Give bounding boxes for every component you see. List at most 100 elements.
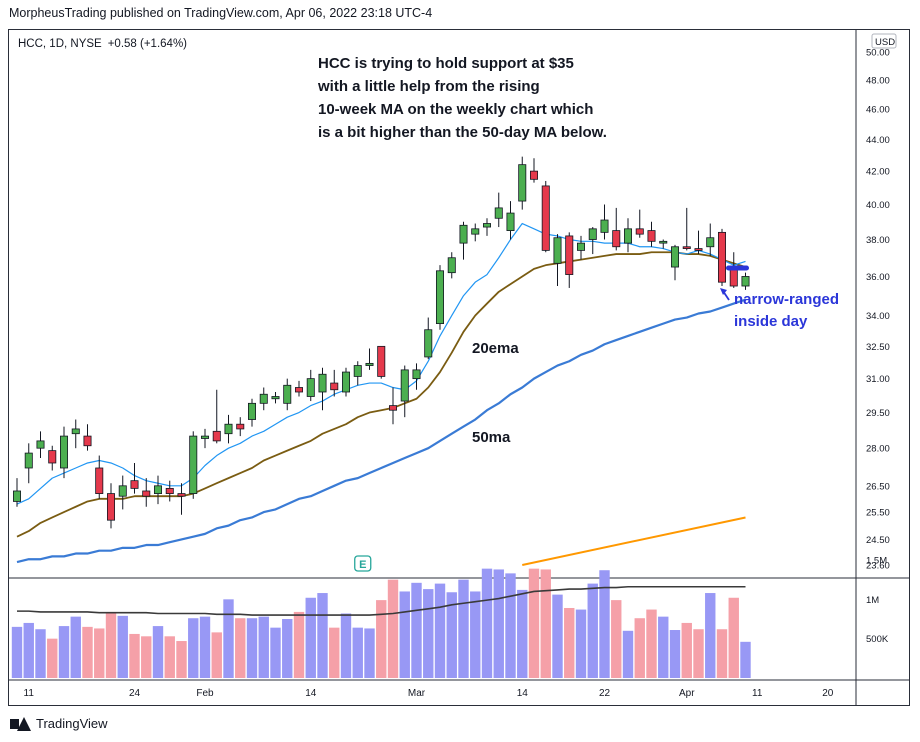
volume-bar xyxy=(47,638,58,678)
volume-bar xyxy=(387,579,399,678)
volume-bar xyxy=(317,593,328,678)
candle-body xyxy=(682,246,691,249)
candle-body xyxy=(24,452,33,469)
candle-body xyxy=(647,230,656,242)
candle-body xyxy=(471,228,480,235)
candle-body xyxy=(706,237,715,248)
volume-bar xyxy=(716,629,728,678)
volume-bar xyxy=(141,636,152,678)
narrow-range-label: inside day xyxy=(734,313,808,330)
volume-bar xyxy=(364,628,375,678)
volume-bar xyxy=(599,570,610,678)
y-tick-label: 24.50 xyxy=(866,535,890,546)
volume-bar xyxy=(399,591,410,678)
y-tick-label: 42.00 xyxy=(866,167,890,178)
candle-body xyxy=(400,369,409,402)
symbol-line: HCC, 1D, NYSE +0.58 (+1.64%) xyxy=(18,38,187,50)
candle-body xyxy=(577,242,586,251)
volume-bar xyxy=(376,600,387,678)
volume-bar xyxy=(329,627,340,678)
volume-bar xyxy=(23,622,34,678)
marker-dash xyxy=(726,265,749,271)
volume-bar xyxy=(564,607,575,678)
candle-body xyxy=(506,212,515,231)
volume-bar xyxy=(246,618,258,678)
volume-bar xyxy=(340,613,352,678)
annotation-arrowhead xyxy=(720,288,727,295)
annotation-text: 10-week MA on the weekly chart which xyxy=(318,101,593,118)
candle-body xyxy=(612,230,621,248)
y-tick-label: 23.60 xyxy=(866,561,890,572)
volume-bar xyxy=(152,626,164,678)
volume-bar xyxy=(188,618,199,678)
y-tick-label: 25.50 xyxy=(866,508,890,519)
y-tick-label: 48.00 xyxy=(866,75,890,86)
volume-bar xyxy=(411,582,422,678)
annotation-text: with a little help from the rising xyxy=(317,78,540,95)
volume-bar xyxy=(129,633,140,678)
candle-body xyxy=(694,248,703,251)
candle-body xyxy=(718,231,727,283)
volume-bar xyxy=(282,619,293,678)
candle-body xyxy=(95,467,104,494)
publish-header: MorpheusTrading published on TradingView… xyxy=(9,6,433,20)
y-tick-label: 29.50 xyxy=(866,408,890,419)
volume-tick-label: 500K xyxy=(866,634,889,645)
volume-bar xyxy=(681,622,692,678)
candle-body xyxy=(142,490,151,497)
x-tick-label: 14 xyxy=(517,688,529,699)
volume-bar xyxy=(587,583,598,678)
candle-body xyxy=(177,493,186,497)
candle-body xyxy=(247,402,256,420)
candle-body xyxy=(318,373,327,393)
ma200-line xyxy=(522,516,746,566)
candle-body xyxy=(60,435,69,469)
ema20-line xyxy=(16,251,746,538)
volume-bar xyxy=(293,611,305,678)
volume-bar xyxy=(669,630,681,678)
plot-area: 50.00 48.00 46.00 44.00 42.00 40.00 38.00 36.00… xyxy=(9,30,909,705)
volume-bar xyxy=(423,589,434,678)
x-tick-label: 14 xyxy=(305,688,317,699)
candle-body xyxy=(306,378,315,397)
candle-body xyxy=(459,224,468,244)
volume-bar xyxy=(70,616,81,678)
volume-bar xyxy=(634,618,645,678)
y-tick-label: 40.00 xyxy=(866,200,890,211)
candle-body xyxy=(48,450,57,464)
currency-label: USD xyxy=(875,37,895,48)
volume-bar xyxy=(305,597,316,678)
candle-body xyxy=(71,428,80,435)
y-tick-label: 34.00 xyxy=(866,311,890,322)
volume-bar xyxy=(622,630,634,678)
x-tick-label: 22 xyxy=(599,688,611,699)
candle-body xyxy=(236,423,245,430)
candle-body xyxy=(200,435,209,439)
y-tick-label: 50.00 xyxy=(866,48,890,59)
candle-body xyxy=(189,435,198,494)
volume-bar xyxy=(211,632,222,678)
annotation-text: is a bit higher than the 50-day MA below… xyxy=(318,124,607,141)
volume-bar xyxy=(176,641,187,678)
volume-bar xyxy=(105,612,117,678)
x-tick-label: 11 xyxy=(24,688,35,699)
candle-body xyxy=(600,219,609,233)
candle-body xyxy=(224,423,233,435)
volume-bar xyxy=(199,616,211,678)
volume-bar xyxy=(470,591,481,678)
volume-bar xyxy=(517,589,528,678)
volume-bar xyxy=(611,600,622,678)
y-tick-label: 28.00 xyxy=(866,444,890,455)
x-tick-label: Feb xyxy=(196,688,214,699)
volume-tick-label: 1M xyxy=(866,595,879,606)
x-tick-label: Apr xyxy=(679,688,695,699)
candle-body xyxy=(165,487,174,494)
candle-body xyxy=(424,329,433,358)
candle-body xyxy=(518,164,527,202)
volume-bar xyxy=(552,594,563,678)
candle-body xyxy=(130,480,139,489)
chart-frame xyxy=(8,29,910,706)
footer[interactable]: TradingView xyxy=(10,716,108,731)
volume-bar xyxy=(481,568,493,678)
